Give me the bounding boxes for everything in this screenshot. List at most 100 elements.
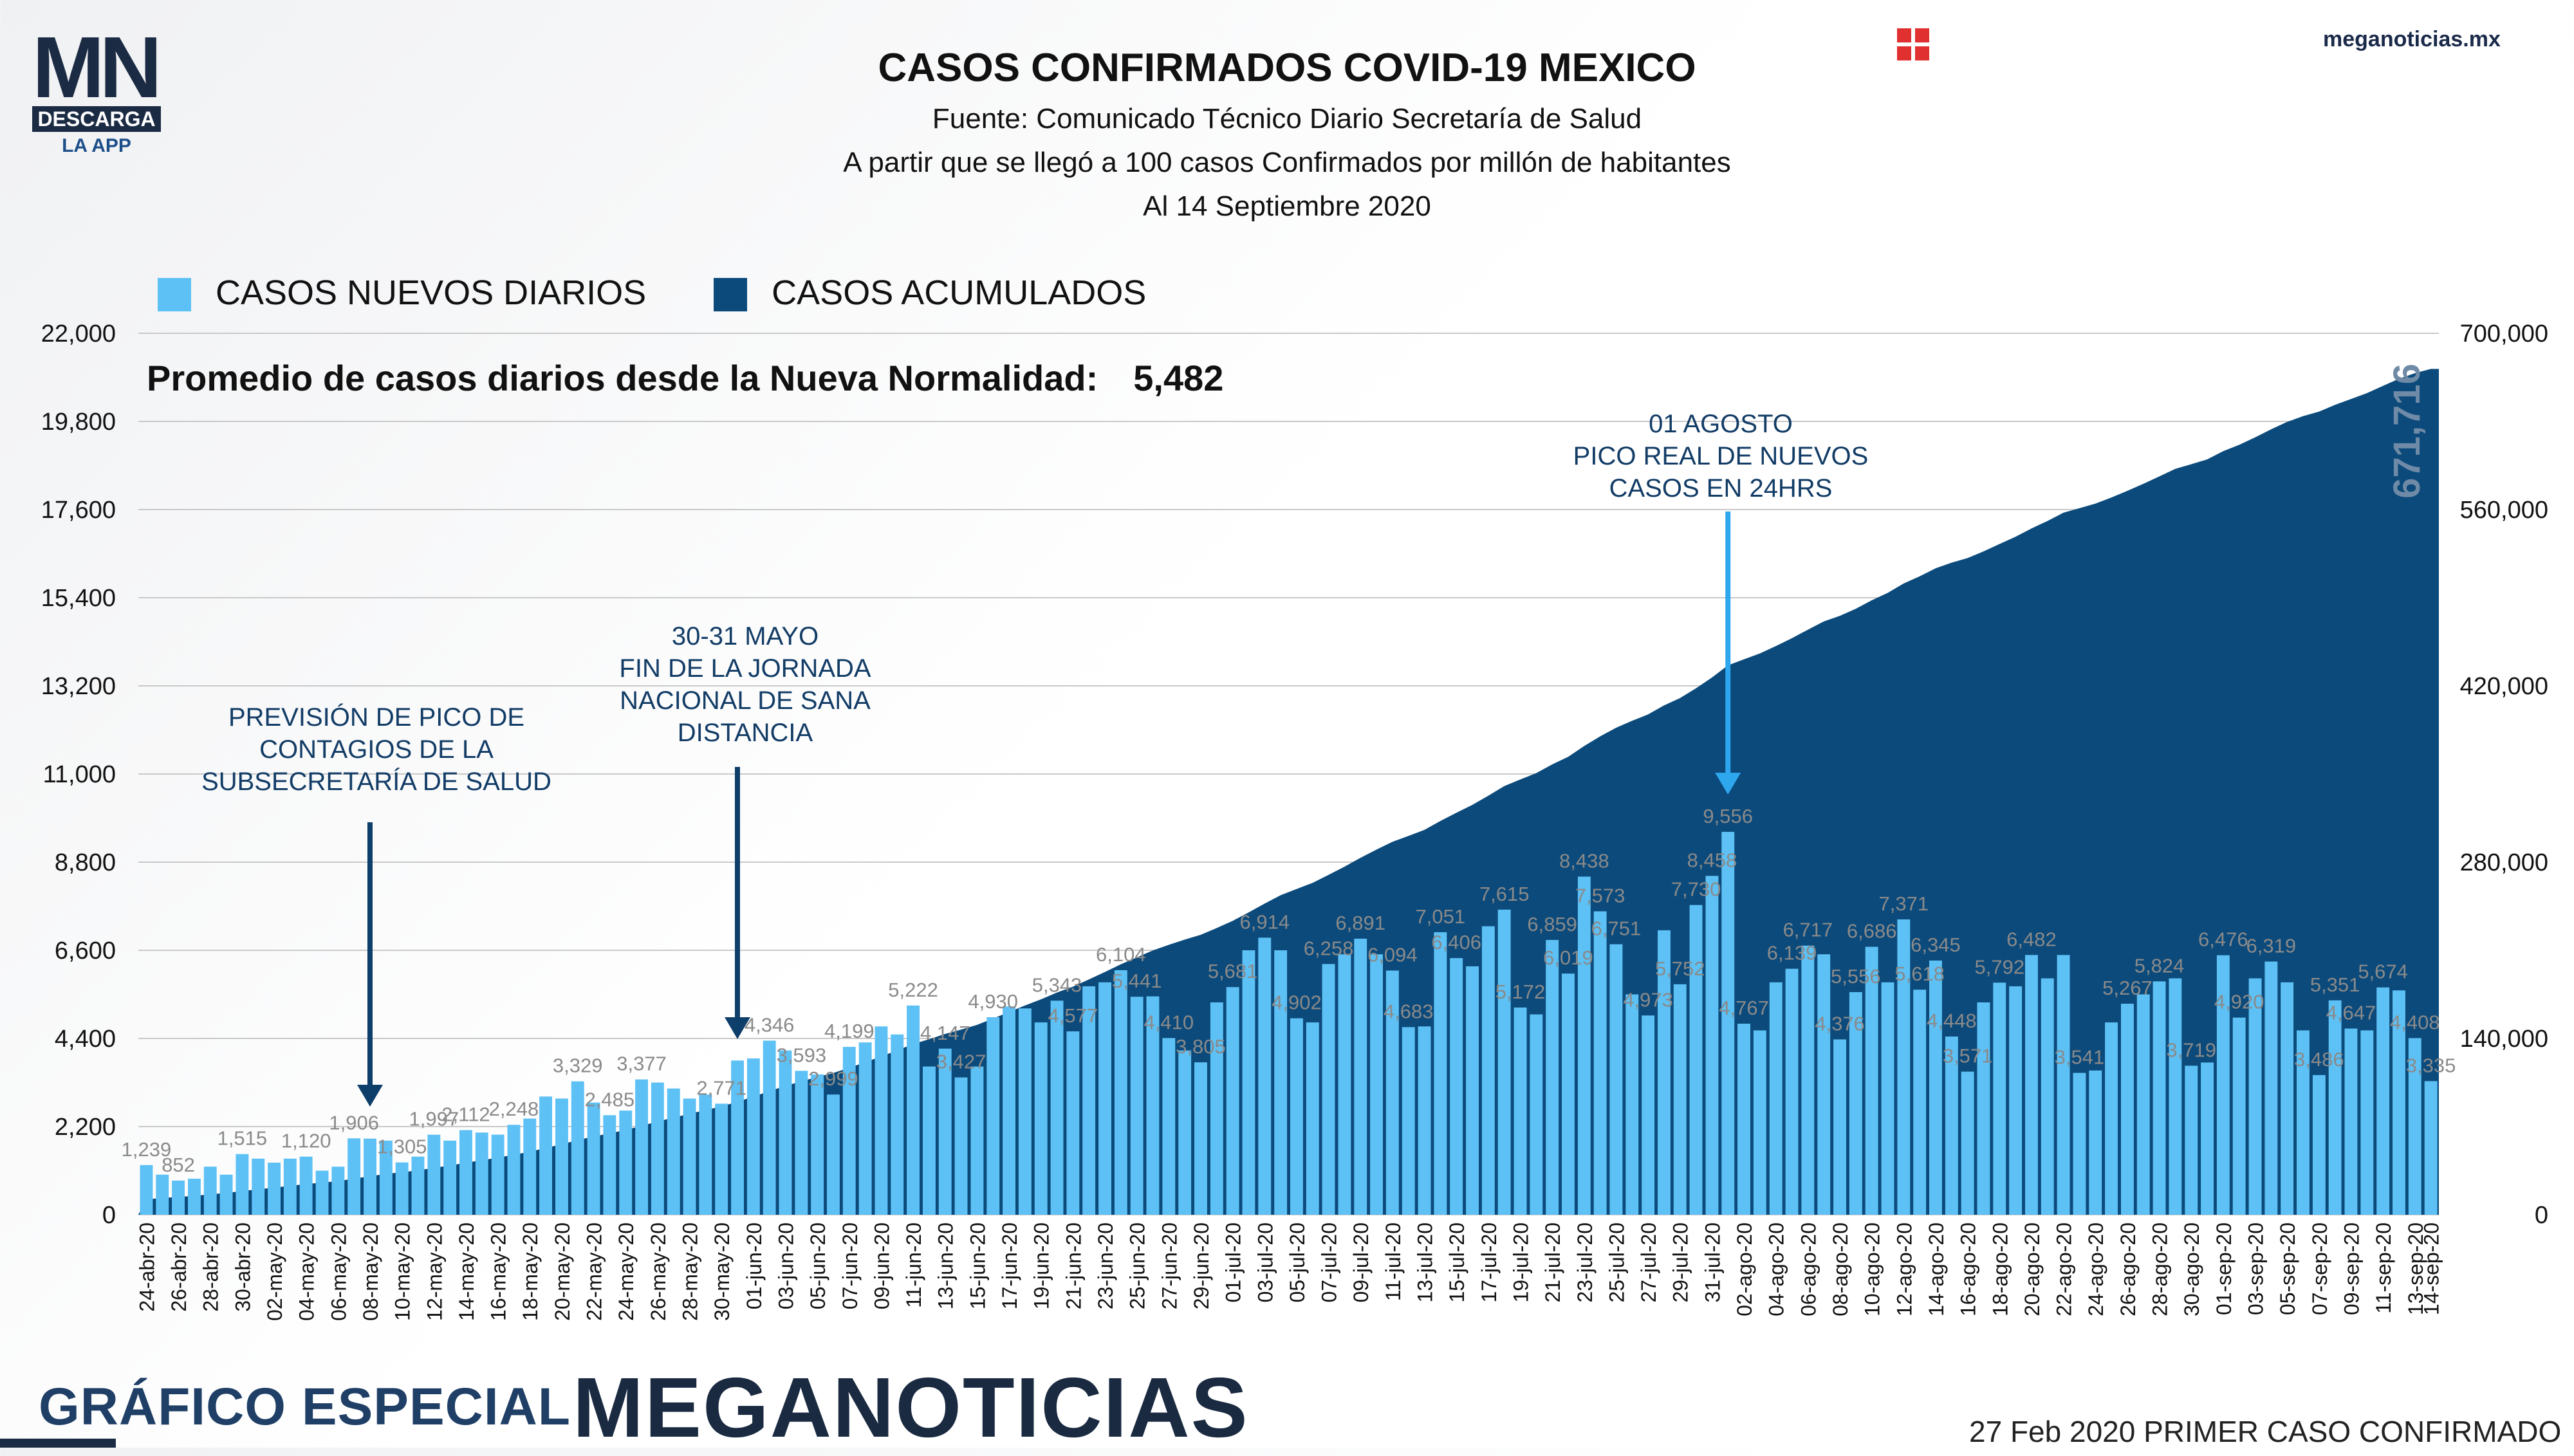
bar-value-label: 4,410 xyxy=(1144,1011,1194,1033)
daily-bar xyxy=(1705,876,1719,1215)
daily-bar xyxy=(1562,973,1575,1215)
bar-value-label: 6,751 xyxy=(1591,917,1642,940)
daily-bar xyxy=(1689,905,1703,1215)
daily-bar xyxy=(731,1060,744,1215)
bar-value-label: 7,573 xyxy=(1575,884,1625,907)
daily-bar xyxy=(1338,954,1351,1215)
annotation: PREVISIÓN DE PICO DE CONTAGIOS DE LA SUBSE… xyxy=(201,703,551,1107)
daily-bar xyxy=(2121,1004,2134,1215)
legend-item-daily: CASOS NUEVOS DIARIOS xyxy=(158,273,646,313)
x-tick-label: 05-sep-20 xyxy=(2276,1222,2299,1315)
bar-value-label: 5,351 xyxy=(2310,973,2360,996)
daily-bar xyxy=(683,1098,696,1215)
daily-bar xyxy=(1945,1037,1958,1215)
bar-value-label: 6,859 xyxy=(1527,913,1577,935)
left-tick-label: 22,000 xyxy=(41,320,116,347)
bar-value-label: 1,906 xyxy=(329,1111,379,1134)
daily-bar xyxy=(2360,1030,2374,1215)
bar-value-label: 2,485 xyxy=(585,1088,635,1110)
daily-bar xyxy=(907,1005,920,1215)
daily-bar xyxy=(2393,990,2405,1215)
daily-bar xyxy=(379,1140,393,1215)
bar-value-label: 8,438 xyxy=(1559,850,1609,872)
daily-bar xyxy=(1402,1027,1415,1215)
daily-bar xyxy=(203,1166,217,1215)
daily-bar xyxy=(2185,1065,2198,1215)
bar-value-label: 5,172 xyxy=(1495,981,1546,1003)
bar-value-label: 3,335 xyxy=(2406,1054,2456,1076)
x-tick-label: 07-jul-20 xyxy=(1318,1222,1341,1303)
daily-bar xyxy=(2248,978,2262,1215)
daily-bar xyxy=(268,1163,281,1215)
bar-value-label: 7,051 xyxy=(1416,905,1466,928)
daily-bar xyxy=(763,1040,776,1215)
annotation-arrow-head xyxy=(724,1017,750,1039)
right-tick-label: 0 xyxy=(2535,1202,2548,1229)
daily-bar xyxy=(1753,1030,1766,1215)
x-tick-label: 02-may-20 xyxy=(263,1222,286,1321)
legend-label-daily: CASOS NUEVOS DIARIOS xyxy=(216,273,647,312)
daily-bar xyxy=(507,1125,521,1215)
daily-bar xyxy=(299,1156,313,1215)
daily-bar xyxy=(1003,1006,1015,1215)
daily-bar xyxy=(986,1017,1000,1215)
x-tick-label: 03-jul-20 xyxy=(1254,1222,1277,1303)
left-tick-label: 19,800 xyxy=(41,409,116,436)
bar-value-label: 4,376 xyxy=(1815,1012,1865,1035)
x-tick-label: 26-may-20 xyxy=(647,1222,670,1321)
daily-bar xyxy=(619,1110,633,1215)
daily-bar xyxy=(475,1132,488,1215)
x-tick-label: 09-jul-20 xyxy=(1349,1222,1373,1303)
x-tick-label: 29-jun-20 xyxy=(1190,1222,1213,1309)
daily-bar xyxy=(779,1050,792,1215)
daily-bar xyxy=(1658,930,1671,1215)
daily-bar xyxy=(443,1140,457,1215)
bar-value-label: 5,556 xyxy=(1831,965,1881,988)
x-tick-label: 11-sep-20 xyxy=(2372,1222,2395,1314)
daily-bar xyxy=(283,1158,297,1215)
daily-bar xyxy=(715,1103,728,1215)
daily-bar xyxy=(1018,1008,1032,1215)
x-tick-label: 23-jul-20 xyxy=(1573,1222,1597,1303)
bar-value-label: 5,441 xyxy=(1112,970,1162,992)
daily-bar xyxy=(172,1180,185,1215)
daily-bar xyxy=(427,1134,441,1215)
bar-value-label: 4,767 xyxy=(1719,997,1769,1019)
bar-value-label: 4,647 xyxy=(2326,1002,2376,1024)
daily-bar xyxy=(1434,932,1447,1215)
grid-icon[interactable] xyxy=(1897,28,1929,60)
daily-bar xyxy=(364,1138,376,1215)
bar-value-label: 5,792 xyxy=(1974,955,2024,978)
bar-value-label: 2,771 xyxy=(696,1076,746,1099)
x-tick-label: 03-jun-20 xyxy=(774,1222,797,1309)
daily-bar xyxy=(2216,955,2230,1215)
bar-value-label: 3,805 xyxy=(1176,1035,1226,1058)
bar-value-label: 4,973 xyxy=(1623,988,1673,1011)
bar-value-label: 4,408 xyxy=(2390,1011,2440,1034)
left-axis: 0 2,200 4,400 6,600 8,800 11,000 13,200 15,400 1… xyxy=(41,320,116,1229)
footer-special-label: GRÁFICO ESPECIAL xyxy=(39,1378,571,1436)
bar-value-label: 6,319 xyxy=(2246,934,2297,957)
bar-value-label: 8,458 xyxy=(1687,849,1737,871)
daily-bar xyxy=(603,1115,616,1215)
daily-bar xyxy=(587,1102,600,1215)
daily-bar xyxy=(858,1042,872,1215)
logo-descarga-label[interactable]: DESCARGA xyxy=(32,106,161,132)
site-link[interactable]: meganoticias.mx xyxy=(2323,27,2501,51)
bar-value-label: 6,104 xyxy=(1096,943,1146,966)
daily-bar xyxy=(1385,970,1399,1215)
x-tick-label: 06-may-20 xyxy=(327,1222,350,1321)
bar-value-label: 1,239 xyxy=(122,1138,172,1161)
logo-app-label[interactable]: LA APP xyxy=(62,135,131,156)
daily-bar xyxy=(1210,1002,1223,1215)
daily-bar xyxy=(1737,1024,1750,1215)
x-tick-label: 12-may-20 xyxy=(423,1222,446,1321)
x-tick-label: 30-may-20 xyxy=(710,1222,734,1321)
bar-value-label: 6,345 xyxy=(1911,934,1961,956)
daily-bar xyxy=(140,1165,153,1215)
daily-bar xyxy=(1593,911,1607,1215)
daily-bar xyxy=(746,1058,760,1215)
daily-bar xyxy=(523,1118,537,1215)
left-tick-label: 0 xyxy=(102,1202,116,1229)
bar-value-label: 5,618 xyxy=(1894,963,1945,985)
